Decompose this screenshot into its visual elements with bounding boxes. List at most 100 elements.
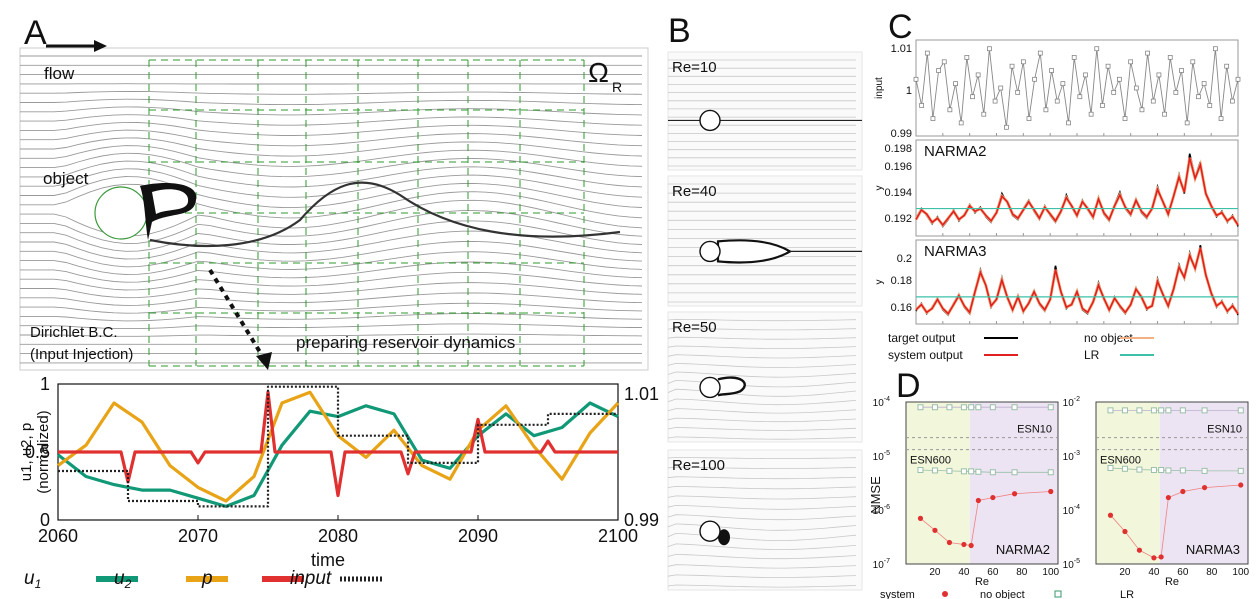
- wake-trail: [149, 181, 621, 248]
- panel-c-legend: target output no object system output LR: [888, 331, 1154, 362]
- input-marker: [924, 50, 930, 56]
- timeseries-legend: u1 u2 p input: [24, 568, 382, 591]
- input-marker: [1066, 120, 1071, 126]
- streamline: [667, 345, 857, 349]
- streamline: [667, 371, 857, 378]
- legend-subscript: 2: [124, 577, 132, 591]
- x-tick-label: 2070: [178, 526, 218, 546]
- legend-label: input: [290, 568, 332, 589]
- no-object-marker: [1237, 467, 1244, 474]
- input-marker: [1094, 46, 1100, 52]
- snapshot-frame: [667, 175, 863, 307]
- streamline: [667, 532, 857, 541]
- streamline: [20, 220, 643, 252]
- no-object-marker: [931, 467, 938, 474]
- dashed-arrow-head: [256, 352, 272, 370]
- y-tick-label: 10-5: [1063, 558, 1080, 571]
- omega-symbol: Ω: [588, 57, 609, 88]
- streamline: [20, 333, 643, 337]
- y-tick-label: 0.16: [891, 302, 912, 314]
- plot-frame: [905, 401, 1059, 565]
- streamline: [667, 504, 857, 510]
- no-object-marker: [1165, 407, 1172, 414]
- streamline: [20, 160, 643, 188]
- input-marker: [947, 107, 953, 113]
- flow-snapshot: Re=10: [667, 51, 863, 171]
- streamline: [20, 313, 643, 322]
- input-marker: [1230, 98, 1235, 104]
- input-marker: [913, 76, 919, 82]
- system-marker: [1151, 555, 1157, 561]
- input-marker: [1020, 59, 1026, 65]
- snapshot-frame: [667, 51, 863, 171]
- y-tick-label: 0.192: [884, 213, 912, 225]
- input-marker: [964, 55, 970, 60]
- panel-d-narma3: ESN10 ESN600 NARMA3 10-2 10-3 10-4 10-5 20 40 60 8…: [1063, 396, 1250, 588]
- y-tick-label: 0.2: [897, 253, 912, 265]
- cylinder-object: [94, 186, 148, 240]
- streamline: [20, 271, 643, 291]
- input-marker: [1179, 68, 1184, 73]
- no-object-marker: [1107, 407, 1114, 414]
- task-name: NARMA3: [1186, 542, 1240, 557]
- no-object-marker: [946, 467, 953, 474]
- system-marker: [961, 541, 967, 548]
- y-tick-exponent: -4: [884, 396, 890, 403]
- legend-label: u2: [114, 568, 132, 591]
- system-marker: [1107, 512, 1114, 518]
- input-marker: [1150, 98, 1156, 104]
- streamline: [20, 137, 643, 157]
- flow-snapshot: Re=40: [667, 175, 863, 307]
- streamline: [667, 523, 857, 531]
- no-object-marker: [960, 468, 967, 475]
- streamline: [20, 91, 643, 95]
- reservoir-label: preparing reservoir dynamics: [296, 333, 515, 352]
- input-marker: [1083, 72, 1088, 78]
- legend-label: p: [201, 568, 213, 589]
- x-axis-label: Re: [1165, 576, 1179, 588]
- cylinder-object: [699, 376, 721, 399]
- timeseries-chart: 2060 2070 2080 2090 2100 0 0.5 1 1.01 0.99 u1, u2…: [18, 374, 659, 591]
- input-marker: [1077, 94, 1083, 100]
- streamline: [20, 98, 643, 106]
- reynolds-label: Re=40: [672, 183, 717, 200]
- y-tick-label: 1: [906, 85, 912, 97]
- streamline: [20, 129, 643, 147]
- legend-marker: [942, 591, 948, 597]
- y-axis-label: input: [874, 77, 885, 99]
- streamline: [667, 584, 857, 588]
- x-tick-label: 100: [1232, 567, 1249, 578]
- input-marker: [1201, 81, 1207, 86]
- cylinder-object: [699, 520, 721, 542]
- y-tick-label: 10-7: [873, 558, 890, 571]
- input-marker: [1100, 103, 1105, 108]
- no-object-marker: [960, 404, 967, 411]
- y-tick-label: 10-5: [873, 450, 890, 463]
- input-marker: [1111, 90, 1117, 95]
- input-marker: [936, 68, 941, 73]
- no-object-marker: [1047, 404, 1054, 411]
- streamline: [667, 495, 857, 500]
- streamline: [20, 323, 642, 330]
- streamline: [20, 114, 643, 126]
- input-marker: [1071, 55, 1077, 60]
- streamline: [667, 427, 857, 431]
- panel-c-input-plot: 1.01 1 0.99 input: [874, 39, 1241, 140]
- streamline: [667, 388, 857, 397]
- input-marker: [1196, 94, 1201, 100]
- input-marker: [1043, 107, 1049, 113]
- series-input: [915, 48, 1239, 128]
- streamline: [667, 318, 857, 322]
- panel-b: B Re=10 Re=40 Re=50 Re=100: [667, 12, 863, 591]
- no-object-marker: [968, 468, 975, 475]
- flow-label: flow: [44, 64, 75, 83]
- input-marker: [1235, 76, 1241, 82]
- plot-frame: [1095, 401, 1249, 565]
- x-tick-label: 20: [1119, 567, 1131, 578]
- no-object-marker: [1107, 464, 1114, 471]
- x-tick-label: 100: [1042, 567, 1059, 578]
- system-marker: [990, 494, 996, 501]
- streamline: [20, 240, 643, 268]
- streamline: [20, 145, 643, 167]
